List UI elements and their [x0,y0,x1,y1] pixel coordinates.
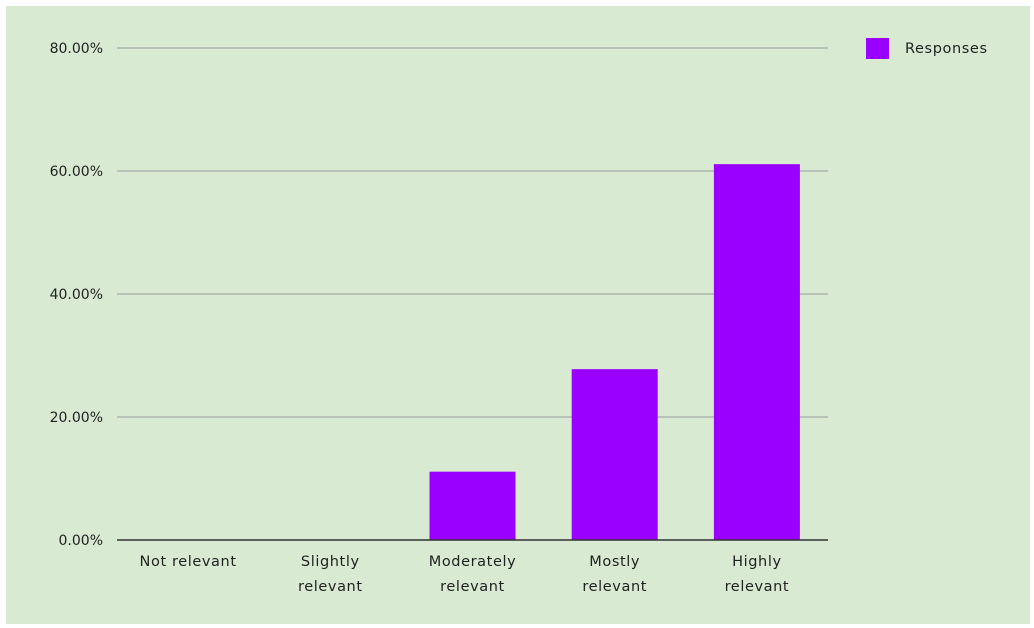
y-tick-label: 80.00% [50,41,103,57]
x-tick-label: relevant [298,579,363,595]
x-tick-label: relevant [440,579,505,595]
y-tick-label: 40.00% [50,287,103,303]
legend-label: Responses [905,41,988,57]
x-tick-label: Not relevant [140,554,237,570]
bar [571,369,658,540]
y-tick-label: 60.00% [50,164,103,180]
x-tick-label: Moderately [429,554,517,570]
legend-swatch [866,38,889,59]
y-tick-label: 0.00% [59,533,103,549]
x-tick-label: relevant [582,579,647,595]
y-tick-label: 20.00% [50,410,103,426]
chart-panel [6,6,1030,624]
x-tick-label: Highly [732,554,782,570]
x-tick-label: Mostly [589,554,640,570]
x-tick-label: Slightly [301,554,360,570]
x-tick-label: relevant [725,579,790,595]
bar [429,471,516,540]
bar [713,164,800,540]
